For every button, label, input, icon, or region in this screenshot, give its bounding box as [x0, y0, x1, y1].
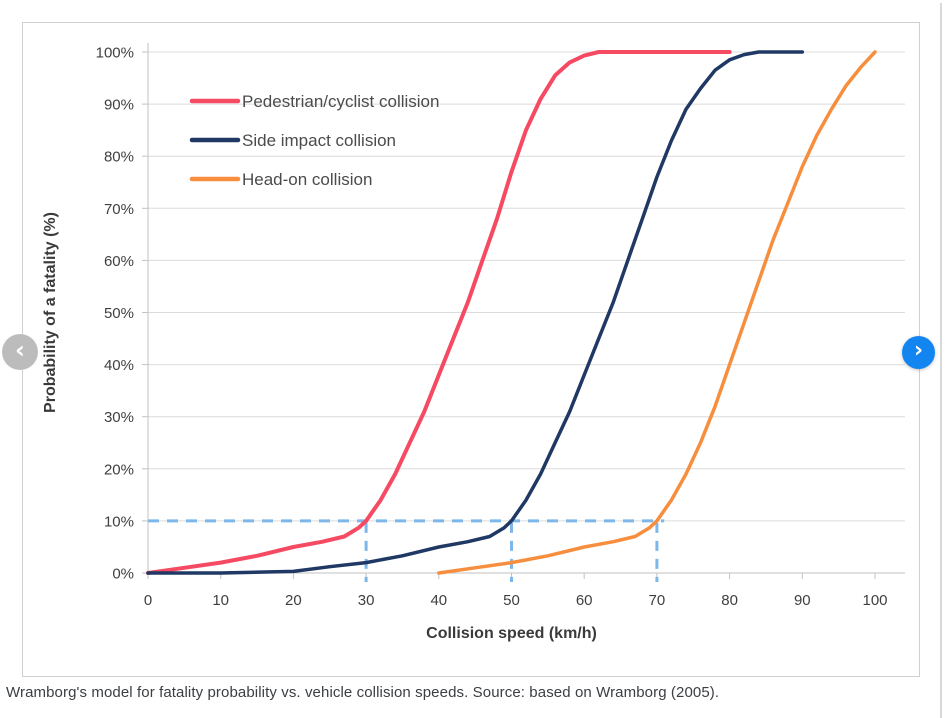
- guide-lines: [148, 519, 665, 582]
- x-tick-label: 80: [721, 592, 738, 609]
- figure-card: 0% 10% 20% 30% 40% 50% 60% 70% 80% 90% 100% 0 10 20 30…: [22, 22, 920, 677]
- figure-caption: Wramborg's model for fatality probabilit…: [6, 684, 720, 701]
- x-tick-label: 20: [285, 592, 302, 609]
- chevron-left-icon: ‹: [15, 336, 25, 364]
- legend-item-head-on-collision: Head-on collision: [189, 170, 372, 189]
- x-tick-label: 0: [144, 592, 152, 609]
- x-tick-label: 100: [862, 592, 887, 609]
- series-line-side-impact-collision: [146, 50, 805, 575]
- chevron-right-icon: ›: [913, 337, 924, 363]
- x-axis-title: Collision speed (km/h): [426, 625, 597, 642]
- y-tick-label: 0%: [112, 566, 134, 583]
- carousel-next-button[interactable]: ›: [902, 336, 935, 369]
- fatality-probability-chart: 0% 10% 20% 30% 40% 50% 60% 70% 80% 90% 100% 0 10 20 30…: [42, 43, 905, 642]
- next-card-edge: [940, 3, 942, 718]
- x-tick-label: 30: [358, 592, 375, 609]
- y-axis-title: Probability of a fatality (%): [42, 212, 59, 413]
- legend-item-pedestrian-cyclist-collision: Pedestrian/cyclist collision: [189, 92, 439, 111]
- series-line-head-on-collision: [437, 50, 877, 575]
- legend: Pedestrian/cyclist collision Side impact …: [189, 92, 439, 189]
- x-tick-label: 60: [576, 592, 593, 609]
- y-tick-label: 30%: [104, 409, 134, 426]
- legend-item-side-impact-collision: Side impact collision: [189, 131, 396, 150]
- series-curves: [146, 50, 877, 575]
- axes: [142, 43, 876, 579]
- legend-label: Side impact collision: [242, 131, 396, 150]
- y-tick-label: 50%: [104, 305, 134, 322]
- y-tick-label: 100%: [96, 45, 134, 62]
- y-tick-label: 10%: [104, 513, 134, 530]
- x-tick-label: 70: [649, 592, 666, 609]
- y-tick-label: 80%: [104, 149, 134, 166]
- tick-labels: 0% 10% 20% 30% 40% 50% 60% 70% 80% 90% 100% 0 10 20 30…: [96, 45, 888, 610]
- y-tick-label: 60%: [104, 253, 134, 270]
- y-tick-label: 70%: [104, 201, 134, 218]
- x-tick-label: 40: [430, 592, 447, 609]
- x-tick-label: 90: [794, 592, 811, 609]
- series-line-pedestrian-cyclist-collision: [146, 50, 732, 575]
- x-tick-label: 10: [212, 592, 229, 609]
- carousel-prev-button[interactable]: ‹: [2, 334, 38, 370]
- legend-label: Pedestrian/cyclist collision: [242, 92, 439, 111]
- gridlines: [148, 51, 905, 574]
- y-tick-label: 20%: [104, 461, 134, 478]
- y-tick-label: 90%: [104, 97, 134, 114]
- x-tick-label: 50: [503, 592, 520, 609]
- legend-label: Head-on collision: [242, 170, 372, 189]
- y-tick-label: 40%: [104, 357, 134, 374]
